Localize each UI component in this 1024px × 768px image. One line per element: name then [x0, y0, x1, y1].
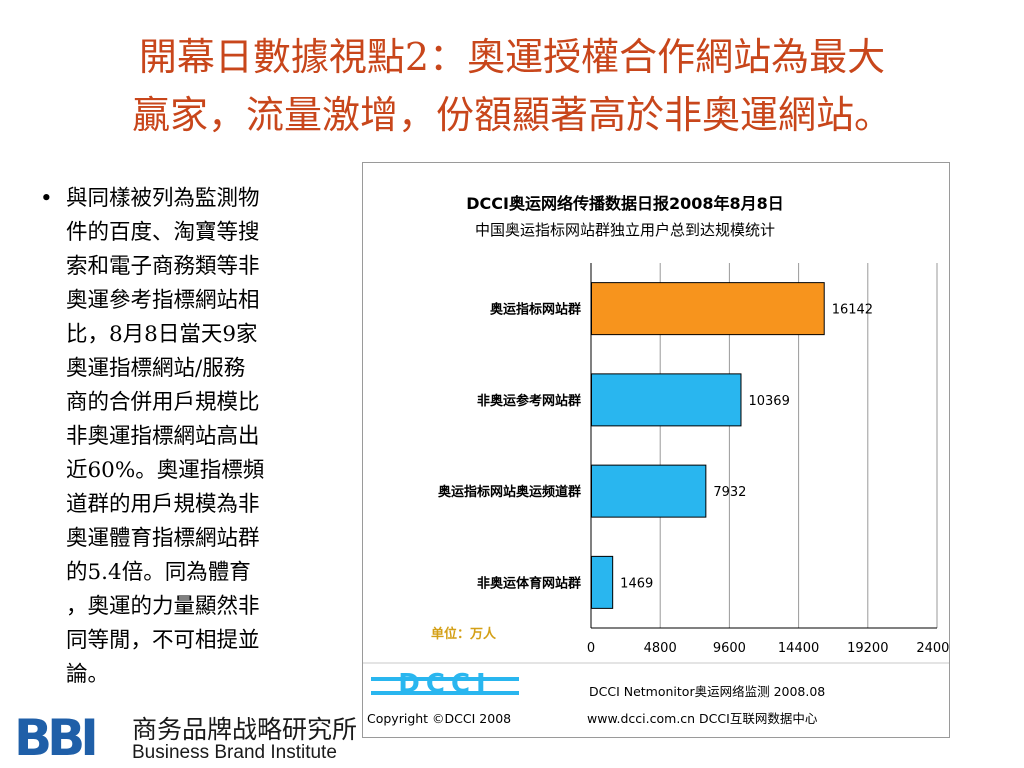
slide-title-line-2: 贏家，流量激增，份額顯著高於非奧運網站。	[131, 93, 892, 137]
bar	[591, 282, 825, 336]
footer-monitor: DCCI Netmonitor奥运网络监测 2008.08	[589, 684, 825, 699]
x-tick-label: 14400	[778, 641, 819, 656]
x-tick-label: 4800	[644, 641, 677, 656]
logo-name-cn: 商务品牌战略研究所	[132, 715, 358, 744]
bar	[591, 373, 742, 427]
data-label: 1469	[620, 576, 653, 591]
bullet-line: 的5.4倍。同為體育	[66, 560, 251, 585]
bullet-line: 道群的用戶規模為非	[66, 492, 260, 517]
bullet-text: 與同樣被列為監測物 件的百度、淘寶等搜 索和電子商務類等非 奧運參考指標網站相 …	[66, 182, 334, 692]
bullet-line: 同等閒，不可相提並	[66, 628, 260, 653]
bullet-line: 與同樣被列為監測物	[66, 186, 260, 211]
bar-chart: DCCI奥运网络传播数据日报2008年8月8日 中国奥运指标网站群独立用户总到达…	[363, 194, 949, 726]
bullet-line: 奧運指標網站/服務	[66, 356, 246, 381]
bullet-icon: •	[40, 186, 53, 211]
category-label: 奥运指标网站群	[490, 302, 581, 318]
chart-title: DCCI奥运网络传播数据日报2008年8月8日	[466, 194, 784, 213]
bullet-line: ，奧運的力量顯然非	[66, 594, 260, 619]
dcci-logo-bar	[371, 677, 519, 681]
bullet-line: 比，8月8日當天9家	[66, 322, 258, 347]
dcci-logo: DCCI	[371, 669, 519, 699]
chart-image: DCCI奥运网络传播数据日报2008年8月8日 中国奥运指标网站群独立用户总到达…	[362, 162, 950, 738]
category-label: 非奥运体育网站群	[477, 575, 581, 591]
data-label: 7932	[713, 485, 746, 500]
unit-label: 单位：万人	[431, 626, 497, 642]
x-tick-label: 19200	[847, 641, 888, 656]
x-tick-label: 9600	[713, 641, 746, 656]
slide-title: 開幕日數據視點2：奧運授權合作網站為最大 贏家，流量激增，份額顯著高於非奧運網站…	[30, 28, 994, 144]
bullet-line: 近60%。奧運指標頻	[66, 458, 265, 483]
category-label: 非奥运参考网站群	[477, 393, 581, 409]
dcci-brand: DCCI	[398, 669, 491, 699]
bar	[591, 464, 707, 518]
bullet-line: 奧運參考指標網站相	[66, 288, 260, 313]
bbi-logo: BBI 商务品牌战略研究所 Business Brand Institute	[14, 710, 414, 766]
x-tick-label: 0	[587, 641, 595, 656]
category-label: 奥运指标网站奥运频道群	[438, 484, 581, 500]
bullet-line: 件的百度、淘寶等搜	[66, 220, 260, 245]
bar	[591, 555, 614, 609]
footer-copyright: Copyright ©DCCI 2008	[367, 711, 511, 726]
data-label: 10369	[748, 394, 789, 409]
bullet-line: 論。	[66, 662, 110, 687]
bullet-line: 商的合併用戶規模比	[66, 390, 260, 415]
footer-site: www.dcci.com.cn DCCI互联网数据中心	[587, 711, 818, 726]
bullet-line: 索和電子商務類等非	[66, 254, 260, 279]
x-tick-label: 24000	[916, 641, 949, 656]
bullet-line: 非奧運指標網站高出	[66, 424, 260, 449]
slide-title-line-1: 開幕日數據視點2：奧運授權合作網站為最大	[138, 35, 886, 79]
logo-name-en: Business Brand Institute	[132, 742, 337, 763]
bullet-line: 奧運體育指標網站群	[66, 526, 260, 551]
chart-subtitle: 中国奥运指标网站群独立用户总到达规模统计	[475, 221, 775, 239]
data-label: 16142	[832, 303, 873, 318]
dcci-logo-bar	[371, 691, 519, 695]
bbi-logo-mark: BBI	[14, 709, 99, 767]
